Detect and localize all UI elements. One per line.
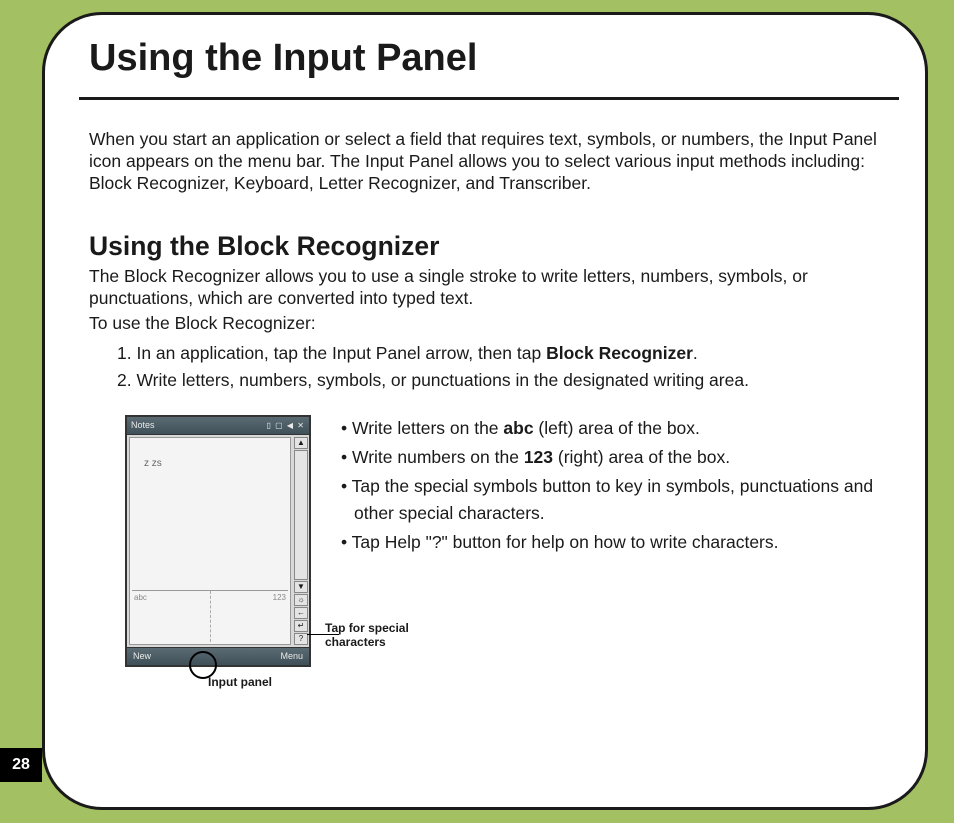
steps-list: 1. In an application, tap the Input Pane… [117, 340, 897, 393]
scroll-down-icon: ▼ [294, 581, 308, 593]
title-rule [79, 97, 899, 100]
tip-3: • Tap the special symbols button to key … [354, 473, 897, 527]
tip-1-post: (left) area of the box. [534, 418, 700, 438]
writing-split: abc 123 [132, 590, 288, 642]
page-title: Using the Input Panel [89, 37, 477, 80]
sample-scribble: z zs [144, 458, 162, 469]
special-char-button: ☼ [294, 594, 308, 606]
device-bottom-left: New [133, 651, 151, 661]
tips-list: • Write letters on the abc (left) area o… [341, 415, 897, 559]
step-1-pre: 1. In an application, tap the Input Pane… [117, 343, 546, 363]
step-1-bold: Block Recognizer [546, 343, 693, 363]
tip-1-pre: • Write letters on the [341, 418, 503, 438]
tip-2-bold: 123 [524, 447, 553, 467]
step-1-post: . [693, 343, 698, 363]
figure-row: Notes ▯ ▢ ◀ ✕ z zs abc 123 ▲ ▼ [125, 415, 897, 667]
device-bottombar: New Menu [127, 647, 309, 665]
enter-icon: ↵ [294, 620, 308, 632]
writing-area: z zs abc 123 [129, 437, 291, 645]
backspace-icon: ← [294, 607, 308, 619]
page-frame: Using the Input Panel When you start an … [42, 12, 928, 810]
page-number-badge: 28 [0, 748, 42, 782]
section-heading: Using the Block Recognizer [89, 231, 897, 262]
step-2: 2. Write letters, numbers, symbols, or p… [117, 367, 897, 393]
scroll-track [294, 450, 308, 580]
zone-abc: abc [132, 591, 211, 642]
device-bottom-right: Menu [280, 651, 303, 661]
device-title: Notes [131, 420, 155, 430]
device-titlebar: Notes ▯ ▢ ◀ ✕ [127, 417, 309, 435]
device-body: z zs abc 123 ▲ ▼ ☼ ← ↵ ? [127, 435, 309, 647]
scroll-up-icon: ▲ [294, 437, 308, 449]
tip-1: • Write letters on the abc (left) area o… [354, 415, 897, 442]
content-area: When you start an application or select … [89, 129, 897, 667]
section-description: The Block Recognizer allows you to use a… [89, 266, 897, 310]
howto-lead: To use the Block Recognizer: [89, 313, 897, 334]
device-screenshot: Notes ▯ ▢ ◀ ✕ z zs abc 123 ▲ ▼ [125, 415, 311, 667]
tip-2-pre: • Write numbers on the [341, 447, 524, 467]
tip-4: • Tap Help "?" button for help on how to… [354, 529, 897, 556]
tip-2: • Write numbers on the 123 (right) area … [354, 444, 897, 471]
step-1: 1. In an application, tap the Input Pane… [117, 340, 897, 366]
tip-4-pre: • Tap Help "?" button for help on how to… [341, 532, 779, 552]
help-icon: ? [294, 633, 308, 645]
callout-label-special-chars: Tap for special characters [325, 622, 445, 650]
tip-2-post: (right) area of the box. [553, 447, 730, 467]
tip-1-bold: abc [503, 418, 533, 438]
intro-paragraph: When you start an application or select … [89, 129, 897, 195]
tip-3-pre: • Tap the special symbols button to key … [341, 476, 873, 523]
step-2-pre: 2. Write letters, numbers, symbols, or p… [117, 370, 749, 390]
device-title-icons: ▯ ▢ ◀ ✕ [267, 421, 305, 430]
zone-123: 123 [211, 591, 289, 642]
device-scrollbar-col: ▲ ▼ ☼ ← ↵ ? [293, 435, 309, 647]
callout-label-input-panel: Input panel [208, 676, 298, 690]
